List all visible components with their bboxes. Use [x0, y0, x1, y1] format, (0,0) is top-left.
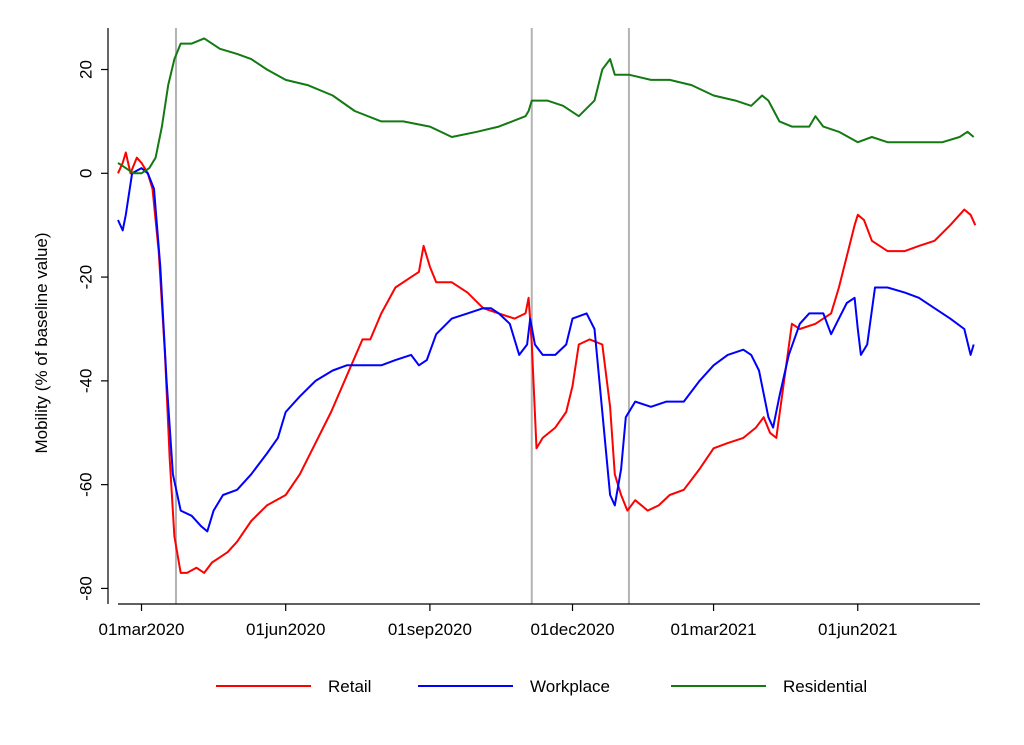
- legend: Retail Workplace Residential: [216, 677, 867, 696]
- legend-label-retail: Retail: [328, 677, 371, 696]
- y-tick-label: -80: [76, 576, 95, 601]
- y-tick-label: -20: [76, 265, 95, 290]
- y-axis-label: Mobility (% of baseline value): [32, 232, 51, 453]
- x-tick-label: 01mar2021: [671, 620, 757, 639]
- x-tick-label: 01sep2020: [388, 620, 472, 639]
- x-tick-label: 01jun2020: [246, 620, 325, 639]
- series-line-workplace: [117, 167, 975, 533]
- legend-label-workplace: Workplace: [530, 677, 610, 696]
- plot-area: [117, 28, 977, 604]
- x-tick-label: 01jun2021: [818, 620, 897, 639]
- x-tick-label: 01mar2020: [99, 620, 185, 639]
- legend-label-residential: Residential: [783, 677, 867, 696]
- y-tick-label: 20: [76, 60, 95, 79]
- series-line-retail: [117, 151, 977, 574]
- y-tick-label: -60: [76, 472, 95, 497]
- y-tick-label: -40: [76, 369, 95, 394]
- series-line-residential: [117, 37, 975, 175]
- y-tick-label: 0: [76, 169, 95, 178]
- x-tick-label: 01dec2020: [530, 620, 614, 639]
